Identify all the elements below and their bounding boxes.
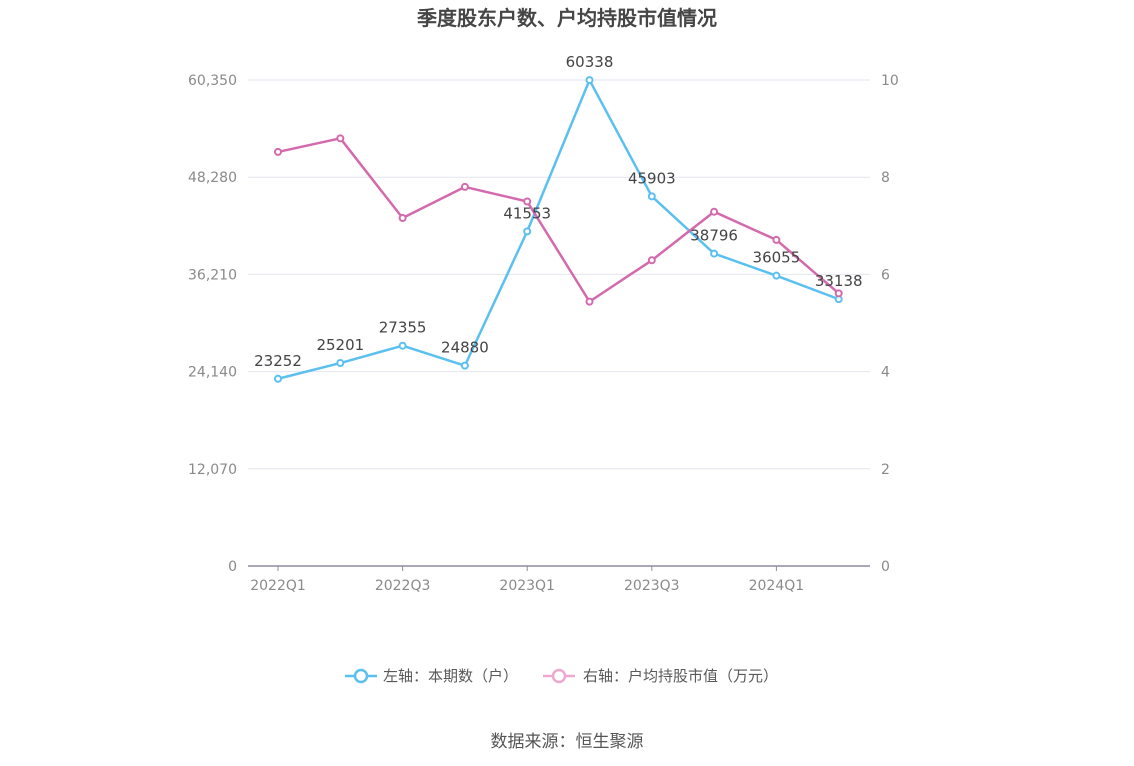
- data-point: [834, 289, 843, 298]
- left-tick-label: 12,070: [188, 462, 237, 478]
- data-point: [523, 197, 532, 206]
- legend[interactable]: 左轴：本期数（户） 右轴：户均持股市值（万元）: [345, 667, 778, 685]
- data-point: [585, 76, 594, 85]
- x-tick-label: 2022Q1: [250, 578, 306, 594]
- right-tick-label: 2: [881, 462, 890, 478]
- chart-title: 季度股东户数、户均持股市值情况: [416, 6, 717, 30]
- data-label: 33138: [815, 272, 863, 290]
- data-point: [772, 271, 781, 280]
- series: [274, 76, 843, 383]
- data-point: [398, 341, 407, 350]
- data-point: [274, 147, 282, 156]
- data-point: [585, 297, 594, 306]
- data-point: [523, 227, 532, 236]
- legend-marker: [551, 668, 567, 684]
- data-point: [460, 182, 469, 191]
- x-axis: 2022Q1 2022Q3 2023Q1 2023Q3 2024Q1: [248, 565, 870, 594]
- source-note: 数据来源：恒生聚源: [491, 732, 644, 752]
- data-label: 36055: [753, 249, 801, 267]
- x-tick-label: 2023Q1: [499, 578, 555, 594]
- data-point: [772, 235, 781, 244]
- series-line: [277, 78, 840, 380]
- data-label: 23252: [254, 352, 302, 370]
- data-point: [336, 359, 345, 368]
- data-point: [336, 134, 345, 143]
- left-tick-label: 48,280: [188, 170, 237, 186]
- x-tick-label: 2022Q3: [375, 578, 431, 594]
- right-tick-label: 4: [881, 365, 890, 381]
- data-point: [647, 256, 656, 265]
- data-point: [398, 214, 407, 223]
- data-label: 38796: [690, 227, 738, 245]
- data-point: [710, 249, 719, 258]
- right-y-axis: 0 2 4 6 8 10: [881, 73, 899, 575]
- data-point: [647, 192, 656, 201]
- grid: [248, 79, 870, 470]
- right-tick-label: 10: [881, 73, 899, 89]
- left-tick-label: 36,210: [188, 267, 237, 283]
- legend-marker: [353, 668, 369, 684]
- legend-label: 左轴：本期数（户）: [383, 667, 518, 685]
- legend-label: 右轴：户均持股市值（万元）: [583, 667, 778, 685]
- data-point: [710, 207, 719, 216]
- left-tick-label: 60,350: [188, 73, 237, 89]
- right-tick-label: 0: [881, 559, 890, 575]
- right-tick-label: 6: [881, 267, 890, 283]
- right-tick-label: 8: [881, 170, 890, 186]
- data-label: 45903: [628, 169, 676, 187]
- data-point: [274, 374, 282, 383]
- series-line: [277, 137, 840, 303]
- left-y-axis: 0 12,070 24,140 36,210 48,280 60,350: [188, 73, 237, 575]
- x-tick-label: 2023Q3: [624, 578, 680, 594]
- data-label: 24880: [441, 339, 489, 357]
- data-label: 27355: [379, 319, 427, 337]
- data-label: 25201: [316, 336, 364, 354]
- left-tick-label: 24,140: [188, 365, 237, 381]
- data-labels: 23252 25201 27355 24880 41553 60338 45903 38796…: [254, 53, 862, 370]
- data-label: 41553: [503, 204, 551, 222]
- left-tick-label: 0: [228, 559, 237, 575]
- x-tick-label: 2024Q1: [749, 578, 805, 594]
- data-label: 60338: [566, 53, 614, 71]
- data-point: [460, 361, 469, 370]
